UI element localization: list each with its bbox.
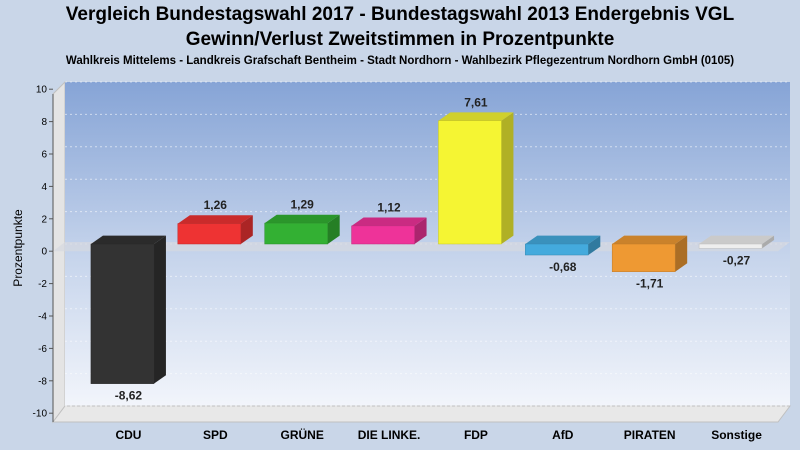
- bar-side-grüne: [327, 214, 340, 244]
- bar-piraten: [611, 243, 676, 272]
- y-tick-label: -8: [38, 376, 47, 387]
- bar-side-sonstige: [762, 235, 775, 249]
- x-tick-label: SPD: [203, 428, 228, 442]
- y-tick-label: -4: [38, 312, 47, 323]
- bar-spd: [177, 223, 242, 245]
- x-tick-label: FDP: [464, 428, 488, 442]
- y-tick-label: -2: [38, 279, 47, 290]
- data-label: 7,61: [464, 95, 488, 109]
- zero-plane: [53, 242, 790, 252]
- x-tick-label: Sonstige: [711, 428, 762, 442]
- bar-top-fdp: [438, 112, 514, 121]
- bar-cdu: [90, 243, 155, 384]
- bar-side-cdu: [153, 235, 166, 384]
- y-tick-label: 2: [41, 214, 47, 225]
- y-axis-label: Prozentpunkte: [11, 209, 25, 287]
- bar-top-die linke.: [351, 217, 427, 226]
- bar-side-die linke.: [414, 217, 427, 244]
- bar-top-piraten: [612, 235, 688, 244]
- bar-top-spd: [177, 215, 253, 224]
- bar-side-spd: [240, 215, 253, 244]
- plot-floor: [52, 405, 791, 423]
- bar-fdp: [438, 120, 502, 245]
- y-tick-label: 10: [36, 85, 48, 96]
- data-label: 1,12: [377, 200, 401, 214]
- x-tick-label: CDU: [115, 428, 141, 442]
- data-label: -1,71: [636, 277, 664, 291]
- bar-sonstige: [698, 243, 763, 249]
- bar-side-piraten: [675, 235, 688, 272]
- x-tick-label: PIRATEN: [624, 428, 676, 442]
- data-label: -8,62: [115, 389, 143, 403]
- bar-top-sonstige: [699, 235, 775, 244]
- y-tick-label: -6: [38, 344, 47, 355]
- data-label: 1,29: [291, 198, 315, 212]
- bar-die linke.: [351, 225, 415, 245]
- plot-side-wall: [52, 80, 66, 424]
- y-tick-label: 6: [41, 150, 47, 161]
- chart-subtitle: Wahlkreis Mittelems - Landkreis Grafscha…: [65, 55, 735, 67]
- bar-top-cdu: [90, 235, 166, 244]
- y-tick-label: 4: [41, 182, 47, 193]
- bar-top-afd: [525, 235, 601, 244]
- y-tick-label: 0: [41, 247, 47, 258]
- data-label: 1,26: [204, 198, 228, 212]
- y-tick-label: 8: [41, 117, 47, 128]
- chart-title-line2: Gewinn/Verlust Zweitstimmen in Prozentpu…: [185, 29, 615, 50]
- bar-side-fdp: [501, 112, 514, 245]
- bar-side-afd: [588, 235, 601, 256]
- x-tick-label: DIE LINKE.: [358, 428, 421, 442]
- x-tick-label: GRÜNE: [281, 427, 324, 442]
- bar-afd: [525, 243, 589, 256]
- data-label: -0,68: [549, 260, 577, 274]
- x-tick-label: AfD: [552, 428, 574, 442]
- y-tick-label: -10: [33, 409, 48, 420]
- chart-title: Vergleich Bundestagswahl 2017 - Bundesta…: [65, 4, 735, 25]
- data-label: -0,27: [723, 253, 751, 267]
- bar-grüne: [264, 222, 328, 245]
- bar-top-grüne: [264, 214, 340, 224]
